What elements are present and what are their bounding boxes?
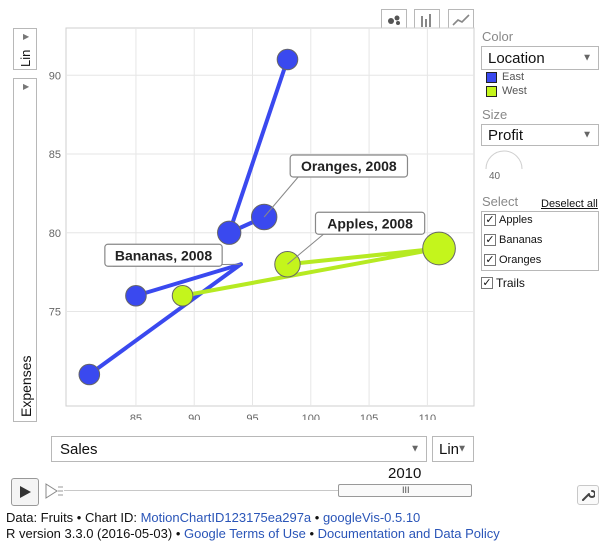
wrench-icon (582, 490, 595, 501)
callout-label: Bananas, 2008 (115, 247, 212, 263)
select-item-oranges[interactable]: ✓ Oranges (484, 254, 541, 266)
annotations: Oranges, 2008 Apples, 2008 Bananas, 2008 (104, 154, 426, 267)
line-chart-icon (452, 13, 470, 26)
x-tick-label: 95 (246, 413, 258, 420)
y-scale-select[interactable]: ▶ Lin (13, 28, 37, 70)
bubble-chart-icon (388, 15, 400, 25)
play-button[interactable] (11, 478, 39, 506)
select-list (481, 211, 599, 271)
bar-chart-button[interactable] (414, 9, 440, 30)
footer-line1: Data: Fruits • Chart ID: MotionChartID12… (6, 510, 420, 525)
time-slider-handle[interactable]: III (338, 484, 472, 497)
x-tick-label: 85 (130, 413, 142, 420)
x-tick-label: 105 (360, 413, 378, 420)
time-slider-track[interactable] (64, 490, 344, 491)
chevron-down-icon: ▼ (582, 129, 592, 141)
trail-line (87, 262, 243, 377)
size-select[interactable]: Profit ▼ (481, 124, 599, 146)
size-value: 40 (489, 171, 501, 182)
footer-version-text: R version 3.3.0 (2016-05-03) • (6, 526, 184, 541)
y-scale-arrow-icon: ▶ (23, 32, 30, 41)
chevron-down-icon: ▼ (582, 52, 592, 64)
callout-label: Apples, 2008 (327, 215, 413, 231)
tick-labels: 85 90 95 100 105 110 75 80 85 90 (49, 70, 436, 420)
footer-data-text: Data: Fruits • Chart ID: (6, 510, 141, 525)
speed-icon[interactable] (43, 481, 65, 501)
footer-line2: R version 3.3.0 (2016-05-03) • Google Te… (6, 526, 500, 541)
motion-chart-plot[interactable]: 85 90 95 100 105 110 75 80 85 90 Oranges, 2008 App… (0, 0, 480, 420)
footer-sep: • (305, 526, 318, 541)
y-axis-arrow-icon: ▶ (23, 82, 30, 91)
select-item-bananas[interactable]: ✓ Bananas (484, 234, 542, 246)
color-select[interactable]: Location ▼ (481, 46, 599, 70)
color-heading: Color (482, 29, 514, 44)
play-icon (20, 486, 31, 498)
trails (87, 57, 442, 377)
callout-box (314, 211, 426, 235)
y-tick-label: 75 (49, 307, 61, 319)
legend-east: East (486, 71, 524, 83)
footer-sep: • (311, 510, 323, 525)
x-tick-label: 90 (188, 413, 200, 420)
x-tick-label: 110 (419, 413, 437, 420)
y-tick-label: 80 (49, 228, 61, 240)
x-tick-label: 100 (302, 413, 320, 420)
x-scale-select[interactable]: Lin ▼ (432, 436, 474, 462)
bubble (217, 220, 242, 245)
callout-box (289, 154, 409, 178)
chevron-down-icon: ▼ (457, 443, 467, 455)
select-item-label: Oranges (499, 254, 542, 266)
checkbox-checked-icon[interactable]: ✓ (481, 276, 493, 289)
checkbox-checked-icon[interactable]: ✓ (484, 253, 496, 266)
trails-label: Trails (496, 276, 525, 290)
terms-link[interactable]: Google Terms of Use (183, 526, 306, 541)
policy-link[interactable]: Documentation and Data Policy (317, 526, 500, 541)
x-scale-label: Lin (439, 440, 460, 458)
y-tick-label: 90 (49, 70, 61, 82)
deselect-all-link[interactable]: Deselect all (541, 198, 598, 210)
size-select-value: Profit (488, 126, 524, 144)
bar-chart-icon (421, 13, 431, 27)
legend-swatch-west (486, 85, 497, 97)
bubbles (78, 48, 456, 386)
legend-label-east: East (502, 71, 525, 83)
bubble (276, 48, 299, 71)
callout-box (104, 243, 223, 267)
bubble (171, 284, 194, 307)
callout-label: Oranges, 2008 (301, 158, 397, 174)
bubble (422, 231, 456, 266)
select-heading: Select (482, 194, 519, 209)
googlevis-link[interactable]: googleVis-0.5.10 (322, 510, 421, 525)
size-heading: Size (482, 107, 508, 122)
y-tick-label: 85 (49, 149, 61, 161)
callout-leader (263, 176, 299, 218)
chart-id-link[interactable]: MotionChartID123175ea297a (140, 510, 312, 525)
trail-line (227, 57, 290, 235)
grip-icon: III (402, 485, 410, 495)
color-select-value: Location (488, 49, 545, 67)
y-axis-select[interactable]: ▶ Expenses (13, 78, 37, 422)
select-item-label: Apples (499, 214, 533, 226)
legend-west: West (486, 85, 527, 97)
select-item-label: Bananas (499, 234, 543, 246)
bubble (125, 284, 147, 307)
bubble (78, 363, 101, 386)
x-axis-select[interactable]: Sales ▼ (51, 436, 427, 462)
x-axis-label: Sales (60, 440, 98, 458)
callout-leader (287, 233, 324, 265)
year-label: 2010 (388, 465, 422, 482)
chevron-down-icon: ▼ (410, 443, 420, 455)
legend-swatch-east (486, 71, 497, 83)
size-gauge-icon (485, 150, 523, 170)
checkbox-checked-icon[interactable]: ✓ (484, 213, 496, 226)
trail-line (133, 262, 243, 298)
legend-label-west: West (502, 85, 527, 97)
trails-toggle[interactable]: ✓ Trails (481, 276, 525, 290)
settings-button[interactable] (577, 485, 599, 505)
checkbox-checked-icon[interactable]: ✓ (484, 233, 496, 246)
select-item-apples[interactable]: ✓ Apples (484, 214, 533, 226)
